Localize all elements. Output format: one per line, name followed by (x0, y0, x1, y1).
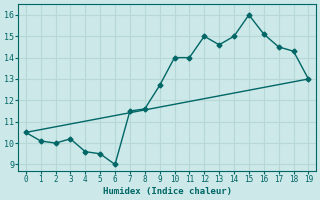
X-axis label: Humidex (Indice chaleur): Humidex (Indice chaleur) (103, 187, 232, 196)
